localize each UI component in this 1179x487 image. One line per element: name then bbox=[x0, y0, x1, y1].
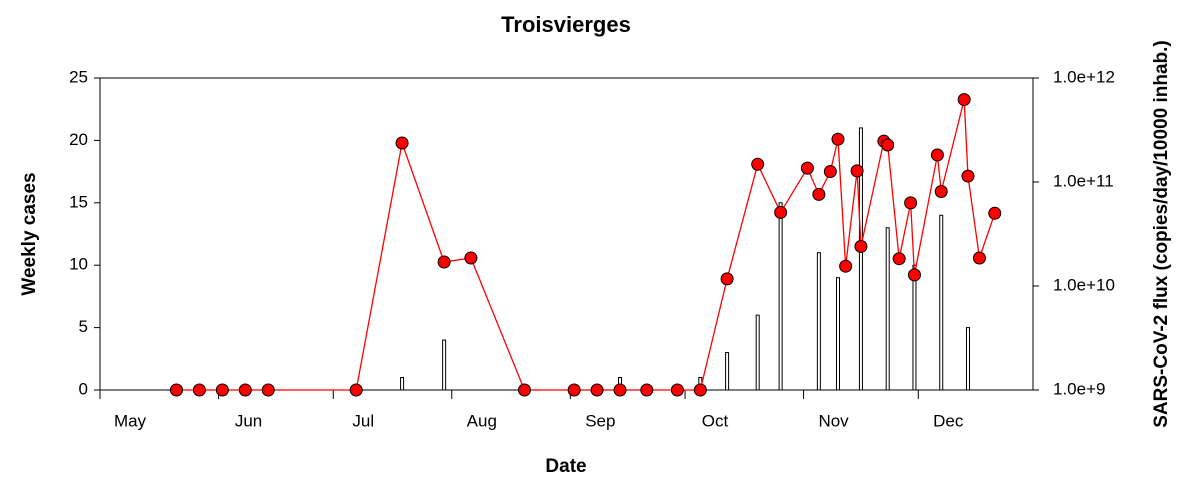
y-axis-label: Weekly cases bbox=[19, 172, 40, 295]
y-tick-label: 10 bbox=[69, 255, 88, 274]
marker bbox=[215, 383, 229, 397]
marker bbox=[839, 259, 853, 273]
y2-tick-label: 1.0e+12 bbox=[1053, 67, 1115, 86]
marker bbox=[640, 383, 654, 397]
marker bbox=[464, 251, 478, 265]
marker bbox=[693, 383, 707, 397]
y-tick-label: 5 bbox=[79, 317, 88, 336]
chart-title: Troisvierges bbox=[501, 12, 631, 37]
bar bbox=[778, 202, 783, 391]
marker bbox=[800, 161, 814, 175]
y-tick-label: 15 bbox=[69, 192, 88, 211]
marker bbox=[238, 383, 252, 397]
x-tick-label: May bbox=[114, 411, 147, 430]
marker bbox=[988, 206, 1002, 220]
bar bbox=[885, 227, 890, 391]
marker bbox=[751, 157, 765, 171]
marker bbox=[892, 252, 906, 266]
bar bbox=[725, 352, 730, 391]
bar bbox=[400, 377, 405, 391]
x-tick-label: Jul bbox=[352, 411, 374, 430]
marker bbox=[774, 205, 788, 219]
y2-axis-label: SARS-CoV-2 flux (copies/day/10000 inhab.… bbox=[1151, 40, 1172, 428]
marker bbox=[192, 383, 206, 397]
marker bbox=[670, 383, 684, 397]
marker bbox=[904, 196, 918, 210]
bar bbox=[816, 252, 821, 391]
line bbox=[176, 99, 996, 391]
marker bbox=[961, 169, 975, 183]
marker bbox=[972, 251, 986, 265]
x-tick-label: Nov bbox=[818, 411, 849, 430]
y2-tick-label: 1.0e+10 bbox=[1053, 275, 1115, 294]
bar bbox=[939, 214, 944, 391]
bar bbox=[858, 127, 863, 391]
marker bbox=[831, 132, 845, 146]
marker bbox=[823, 165, 837, 179]
marker bbox=[957, 93, 971, 107]
x-tick-label: Dec bbox=[933, 411, 964, 430]
marker bbox=[881, 138, 895, 152]
marker bbox=[261, 383, 275, 397]
marker bbox=[169, 383, 183, 397]
marker bbox=[437, 255, 451, 269]
x-axis-label: Date bbox=[545, 456, 586, 477]
y-tick-label: 0 bbox=[79, 379, 88, 398]
marker bbox=[934, 185, 948, 199]
plot-frame bbox=[99, 77, 1034, 391]
marker bbox=[613, 383, 627, 397]
marker bbox=[720, 272, 734, 286]
marker bbox=[567, 383, 581, 397]
y2-tick-label: 1.0e+11 bbox=[1053, 171, 1114, 190]
bar bbox=[912, 264, 917, 391]
marker bbox=[349, 383, 363, 397]
y-tick-label: 25 bbox=[69, 67, 88, 86]
marker bbox=[854, 239, 868, 253]
marker bbox=[850, 164, 864, 178]
marker bbox=[517, 383, 531, 397]
marker bbox=[812, 187, 826, 201]
bar bbox=[755, 314, 760, 391]
bar bbox=[965, 327, 970, 391]
marker bbox=[395, 136, 409, 150]
x-tick-label: Sep bbox=[585, 411, 615, 430]
bar bbox=[835, 277, 840, 391]
marker bbox=[590, 383, 604, 397]
marker bbox=[907, 268, 921, 282]
bar bbox=[442, 339, 447, 391]
y2-tick-label: 1.0e+9 bbox=[1053, 379, 1105, 398]
x-tick-label: Aug bbox=[467, 411, 497, 430]
x-tick-label: Jun bbox=[235, 411, 262, 430]
x-tick-label: Oct bbox=[702, 411, 729, 430]
marker bbox=[930, 148, 944, 162]
y-tick-label: 20 bbox=[69, 130, 88, 149]
